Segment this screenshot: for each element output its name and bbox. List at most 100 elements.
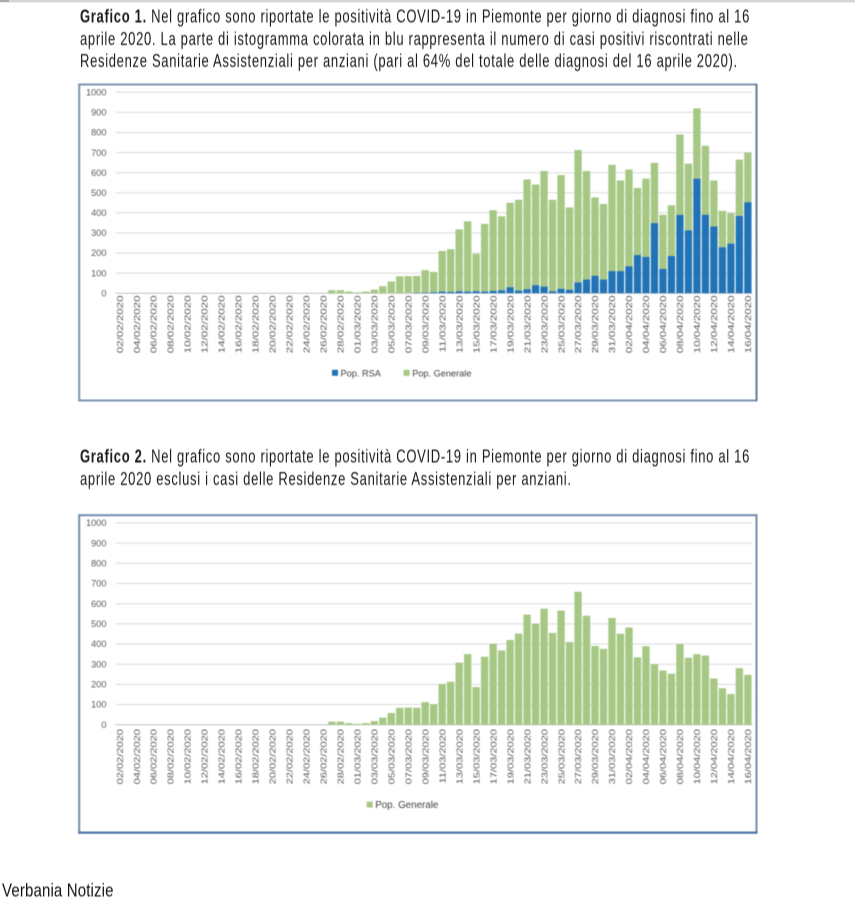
svg-text:29/03/2020: 29/03/2020 xyxy=(592,295,601,353)
svg-text:23/03/2020: 23/03/2020 xyxy=(541,295,550,353)
svg-text:09/03/2020: 09/03/2020 xyxy=(422,729,431,785)
svg-text:15/03/2020: 15/03/2020 xyxy=(473,295,482,353)
svg-text:600: 600 xyxy=(91,599,106,609)
svg-text:18/02/2020: 18/02/2020 xyxy=(252,729,261,785)
svg-text:20/02/2020: 20/02/2020 xyxy=(269,295,278,353)
svg-text:01/03/2020: 01/03/2020 xyxy=(354,729,363,785)
svg-text:400: 400 xyxy=(91,639,106,649)
svg-text:800: 800 xyxy=(91,128,106,138)
svg-text:29/03/2020: 29/03/2020 xyxy=(591,729,600,785)
svg-text:31/03/2020: 31/03/2020 xyxy=(608,295,617,353)
svg-text:11/03/2020: 11/03/2020 xyxy=(439,295,448,352)
svg-text:28/02/2020: 28/02/2020 xyxy=(337,729,346,785)
svg-text:26/02/2020: 26/02/2020 xyxy=(320,729,329,785)
svg-text:13/03/2020: 13/03/2020 xyxy=(455,729,464,785)
svg-text:04/02/2020: 04/02/2020 xyxy=(133,729,142,785)
svg-text:27/03/2020: 27/03/2020 xyxy=(575,295,584,353)
svg-text:05/03/2020: 05/03/2020 xyxy=(388,295,397,353)
svg-text:12/02/2020: 12/02/2020 xyxy=(201,729,210,785)
svg-text:18/02/2020: 18/02/2020 xyxy=(252,295,261,353)
svg-text:08/02/2020: 08/02/2020 xyxy=(167,295,176,353)
svg-text:14/02/2020: 14/02/2020 xyxy=(218,729,227,785)
svg-text:02/02/2020: 02/02/2020 xyxy=(116,729,125,785)
svg-text:700: 700 xyxy=(91,579,106,589)
svg-text:17/03/2020: 17/03/2020 xyxy=(490,295,499,353)
svg-text:14/04/2020: 14/04/2020 xyxy=(727,295,736,353)
svg-text:16/04/2020: 16/04/2020 xyxy=(744,295,753,353)
svg-text:12/02/2020: 12/02/2020 xyxy=(201,295,210,353)
svg-text:0: 0 xyxy=(101,288,106,298)
svg-text:900: 900 xyxy=(91,538,106,548)
svg-text:500: 500 xyxy=(91,188,106,198)
svg-text:400: 400 xyxy=(91,208,106,218)
svg-text:03/03/2020: 03/03/2020 xyxy=(371,729,380,785)
svg-text:02/02/2020: 02/02/2020 xyxy=(116,295,125,353)
svg-text:200: 200 xyxy=(91,248,106,258)
svg-text:09/03/2020: 09/03/2020 xyxy=(422,295,431,353)
svg-text:1000: 1000 xyxy=(86,518,106,528)
svg-text:05/03/2020: 05/03/2020 xyxy=(388,729,397,785)
svg-text:01/03/2020: 01/03/2020 xyxy=(354,295,363,353)
svg-text:15/03/2020: 15/03/2020 xyxy=(472,729,481,785)
svg-text:22/02/2020: 22/02/2020 xyxy=(286,295,295,353)
svg-text:06/04/2020: 06/04/2020 xyxy=(659,729,668,785)
svg-text:08/04/2020: 08/04/2020 xyxy=(676,295,685,353)
svg-text:04/02/2020: 04/02/2020 xyxy=(133,295,142,353)
svg-text:19/03/2020: 19/03/2020 xyxy=(507,295,516,353)
svg-text:11/03/2020: 11/03/2020 xyxy=(438,729,447,784)
svg-text:Pop. Generale: Pop. Generale xyxy=(412,369,471,379)
svg-text:14/04/2020: 14/04/2020 xyxy=(727,729,736,785)
svg-text:1000: 1000 xyxy=(86,88,106,98)
svg-text:27/03/2020: 27/03/2020 xyxy=(574,729,583,785)
svg-text:25/03/2020: 25/03/2020 xyxy=(558,295,567,353)
svg-text:16/02/2020: 16/02/2020 xyxy=(235,729,244,785)
svg-text:07/03/2020: 07/03/2020 xyxy=(405,295,414,353)
svg-text:500: 500 xyxy=(91,619,106,629)
svg-text:02/04/2020: 02/04/2020 xyxy=(625,729,634,785)
svg-text:12/04/2020: 12/04/2020 xyxy=(710,295,719,353)
svg-text:07/03/2020: 07/03/2020 xyxy=(405,729,414,785)
svg-text:300: 300 xyxy=(91,659,106,669)
svg-text:31/03/2020: 31/03/2020 xyxy=(608,729,617,785)
svg-text:10/02/2020: 10/02/2020 xyxy=(184,729,193,785)
svg-text:21/03/2020: 21/03/2020 xyxy=(523,729,532,785)
svg-text:700: 700 xyxy=(91,148,106,158)
svg-text:17/03/2020: 17/03/2020 xyxy=(489,729,498,785)
svg-text:100: 100 xyxy=(91,700,106,710)
svg-text:24/02/2020: 24/02/2020 xyxy=(303,729,312,785)
svg-text:26/02/2020: 26/02/2020 xyxy=(320,295,329,353)
svg-text:04/04/2020: 04/04/2020 xyxy=(642,729,651,785)
svg-text:03/03/2020: 03/03/2020 xyxy=(371,295,380,353)
svg-text:19/03/2020: 19/03/2020 xyxy=(506,729,515,785)
svg-text:24/02/2020: 24/02/2020 xyxy=(303,295,312,353)
svg-text:0: 0 xyxy=(101,720,106,730)
svg-text:10/04/2020: 10/04/2020 xyxy=(693,729,702,785)
svg-text:23/03/2020: 23/03/2020 xyxy=(540,729,549,785)
svg-text:04/04/2020: 04/04/2020 xyxy=(642,295,651,353)
svg-text:28/02/2020: 28/02/2020 xyxy=(337,295,346,353)
svg-text:16/04/2020: 16/04/2020 xyxy=(744,729,753,785)
svg-text:13/03/2020: 13/03/2020 xyxy=(456,295,465,353)
svg-text:02/04/2020: 02/04/2020 xyxy=(625,295,634,353)
svg-text:06/02/2020: 06/02/2020 xyxy=(150,729,159,785)
svg-text:Pop. RSA: Pop. RSA xyxy=(341,369,382,379)
svg-text:20/02/2020: 20/02/2020 xyxy=(269,729,278,785)
svg-text:21/03/2020: 21/03/2020 xyxy=(524,295,533,353)
svg-text:14/02/2020: 14/02/2020 xyxy=(218,295,227,353)
svg-text:800: 800 xyxy=(91,559,106,569)
svg-text:08/02/2020: 08/02/2020 xyxy=(167,729,176,785)
svg-text:300: 300 xyxy=(91,228,106,238)
svg-text:16/02/2020: 16/02/2020 xyxy=(235,295,244,353)
svg-text:Pop. Generale: Pop. Generale xyxy=(375,800,439,811)
svg-text:100: 100 xyxy=(91,268,106,278)
svg-text:200: 200 xyxy=(91,680,106,690)
svg-text:22/02/2020: 22/02/2020 xyxy=(286,729,295,785)
svg-text:25/03/2020: 25/03/2020 xyxy=(557,729,566,785)
svg-text:08/04/2020: 08/04/2020 xyxy=(676,729,685,785)
svg-text:10/02/2020: 10/02/2020 xyxy=(184,295,193,353)
svg-text:10/04/2020: 10/04/2020 xyxy=(693,295,702,353)
svg-text:06/02/2020: 06/02/2020 xyxy=(150,295,159,353)
svg-text:600: 600 xyxy=(91,168,106,178)
svg-text:06/04/2020: 06/04/2020 xyxy=(659,295,668,353)
svg-text:12/04/2020: 12/04/2020 xyxy=(710,729,719,785)
